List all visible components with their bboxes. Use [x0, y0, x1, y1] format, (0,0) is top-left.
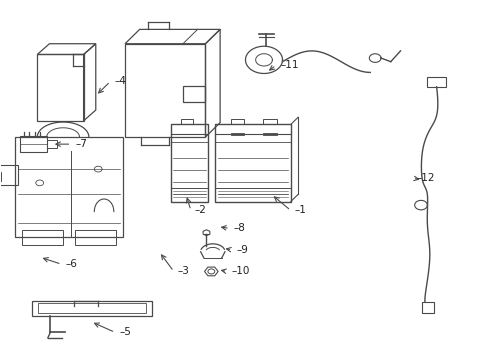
Bar [15, 137, 122, 237]
Text: –4: –4 [114, 76, 126, 86]
Bar [75, 230, 116, 244]
Text: –6: –6 [65, 259, 77, 269]
Text: –11: –11 [280, 60, 298, 70]
Text: –2: –2 [194, 206, 206, 216]
Text: –5: –5 [119, 327, 131, 337]
Text: –3: –3 [177, 266, 189, 276]
Bar [47, 140, 57, 148]
Bar [22, 230, 63, 244]
Bar [215, 125, 290, 202]
Bar [32, 301, 152, 316]
Bar [171, 125, 207, 202]
Text: –8: –8 [233, 224, 245, 233]
Text: –12: –12 [416, 173, 434, 183]
Text: –10: –10 [231, 266, 249, 276]
Bar [427, 77, 445, 87]
Bar [421, 302, 433, 313]
Bar [180, 120, 193, 125]
Text: –7: –7 [75, 139, 87, 149]
Bar [263, 119, 276, 125]
Bar [230, 119, 244, 125]
Text: –9: –9 [236, 245, 247, 255]
Bar [20, 136, 47, 152]
Bar [0, 166, 18, 185]
Bar [38, 303, 146, 313]
Bar [37, 54, 83, 121]
Text: –1: –1 [294, 206, 306, 216]
